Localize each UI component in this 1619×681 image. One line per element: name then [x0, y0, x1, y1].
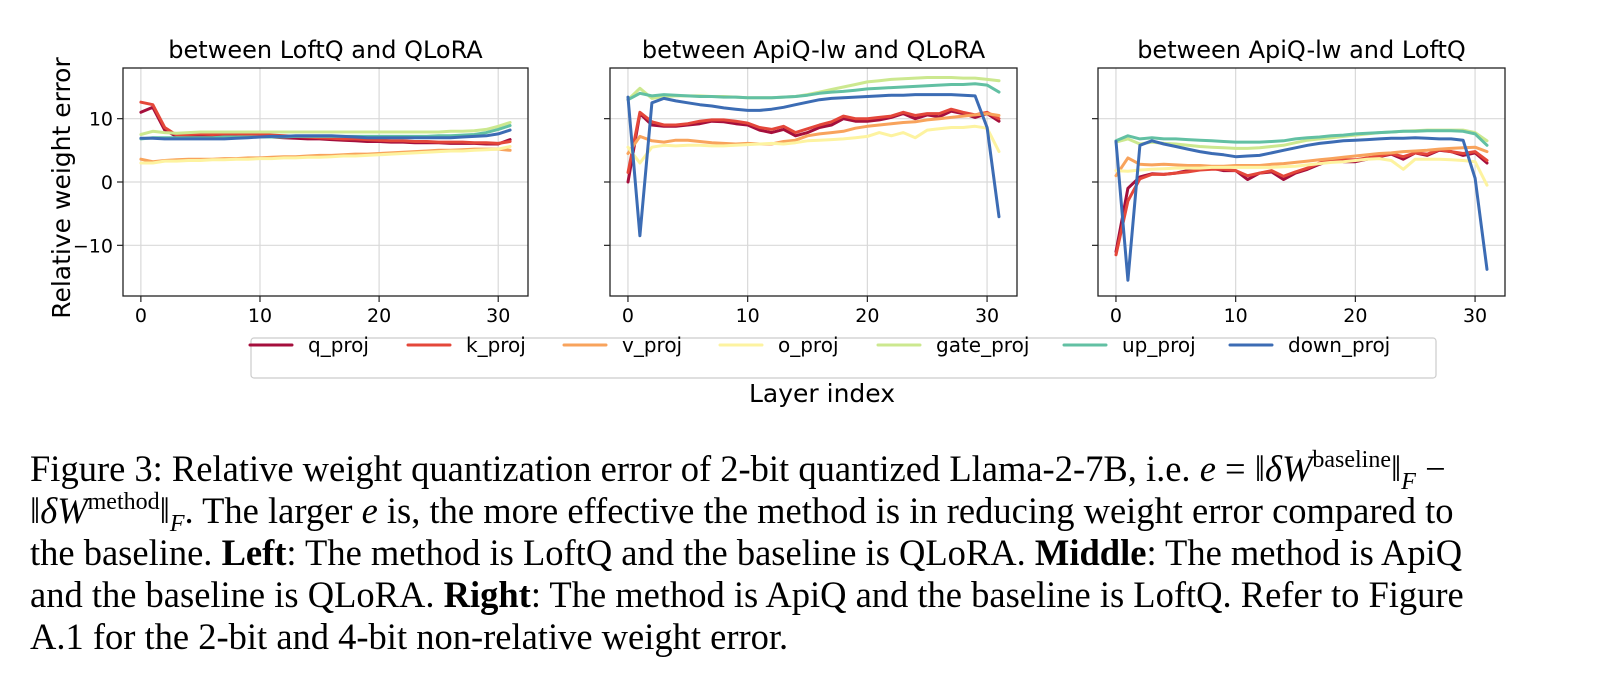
caption-line-2: ‖δWmethod‖F. The larger e is, the more e… — [30, 489, 1454, 537]
series-line-up_proj — [1114, 129, 1489, 147]
y-axis-label: Relative weight error — [47, 57, 76, 319]
x-tick-label: 10 — [1224, 305, 1248, 327]
series-line-o_proj — [626, 124, 1001, 165]
legend-label-gate_proj: gate_proj — [936, 333, 1029, 357]
x-tick-label: 30 — [486, 305, 510, 327]
x-tick-label: 30 — [975, 305, 999, 327]
panel-2: 0 10 20 30 between ApiQ-lw and QLoRA — [604, 36, 1018, 327]
panel-title: between ApiQ-lw and LoftQ — [1137, 36, 1466, 64]
x-tick-label: 20 — [1343, 305, 1367, 327]
caption-line-4: and the baseline is QLoRA. Right: The me… — [30, 574, 1464, 615]
x-tick-label: 30 — [1463, 305, 1487, 327]
figure-3: Relative weight error 0 10 20 30 −10 0 10 betwe… — [47, 36, 1506, 408]
caption-line-5: A.1 for the 2-bit and 4-bit non-relative… — [30, 616, 789, 657]
legend-label-v_proj: v_proj — [622, 333, 682, 357]
series-line-down_proj — [139, 128, 512, 141]
legend-label-q_proj: q_proj — [308, 333, 369, 357]
series-line-k_proj — [139, 100, 512, 145]
legend: q_proj k_proj v_proj o_proj gate_proj up_proj… — [248, 333, 1437, 379]
x-tick-label: 0 — [1110, 305, 1122, 327]
series-line-k_proj — [1114, 148, 1489, 257]
legend-label-o_proj: o_proj — [778, 333, 839, 357]
series-line-down_proj — [1114, 136, 1489, 282]
series-line-v_proj — [626, 112, 1001, 155]
x-tick-label: 0 — [622, 305, 634, 327]
x-tick-label: 20 — [367, 305, 391, 327]
caption-line-3: the baseline. Left: The method is LoftQ … — [30, 532, 1463, 573]
panel-title: between LoftQ and QLoRA — [168, 36, 483, 64]
panel-title: between ApiQ-lw and QLoRA — [642, 36, 986, 64]
x-tick-label: 20 — [855, 305, 879, 327]
x-tick-label: 10 — [736, 305, 760, 327]
x-tick-label: 0 — [135, 305, 147, 327]
panel-1: 0 10 20 30 −10 0 10 between LoftQ and QLoRA — [73, 36, 529, 327]
y-tick-label: 10 — [89, 109, 113, 131]
series-line-gate_proj — [139, 121, 512, 136]
x-tick-label: 10 — [248, 305, 272, 327]
y-tick-label: −10 — [73, 235, 113, 257]
series-line-k_proj — [626, 107, 1001, 174]
series-line-up_proj — [626, 82, 1001, 102]
x-axis-label: Layer index — [749, 379, 895, 408]
series-line-o_proj — [139, 145, 512, 165]
series-line-o_proj — [1114, 157, 1489, 187]
legend-label-k_proj: k_proj — [466, 333, 526, 357]
y-tick-label: 0 — [101, 172, 113, 194]
panel-3: 0 10 20 30 between ApiQ-lw and LoftQ — [1092, 36, 1506, 327]
series-line-v_proj — [1114, 145, 1489, 178]
figure-caption: Figure 3: Relative weight quantization e… — [30, 448, 1595, 658]
legend-label-up_proj: up_proj — [1122, 333, 1196, 357]
legend-label-down_proj: down_proj — [1288, 333, 1390, 357]
caption-line-1: Figure 3: Relative weight quantization e… — [30, 447, 1446, 495]
series-line-down_proj — [626, 93, 1001, 238]
